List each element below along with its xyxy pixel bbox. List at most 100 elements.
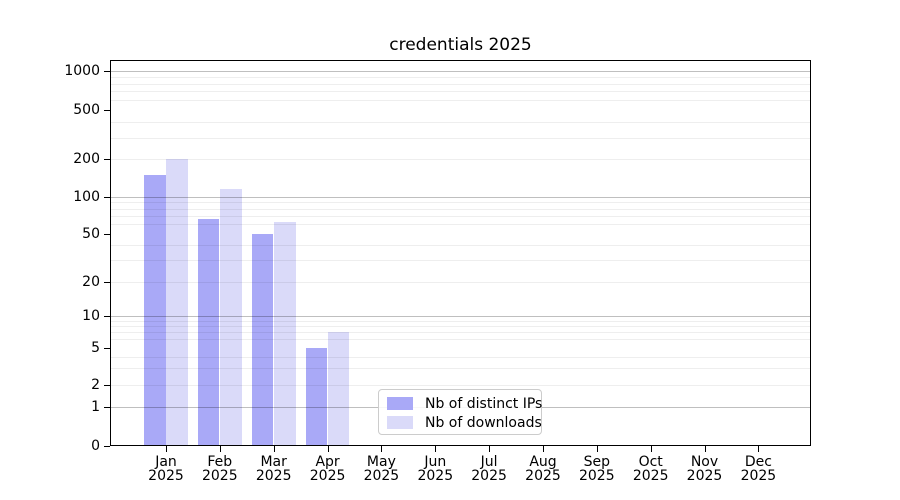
x-tick-year: 2025 [309, 468, 346, 484]
y-tick [104, 71, 110, 72]
y-gridline-minor [110, 209, 811, 210]
x-tick-month: Mar [260, 454, 287, 470]
x-tick [758, 446, 760, 452]
x-tick [489, 446, 491, 452]
x-tick-label-apr: Apr 2025 [296, 455, 360, 483]
y-tick [104, 348, 110, 349]
x-tick-year: 2025 [471, 468, 507, 484]
bar-distinct-ips-jan [144, 174, 166, 446]
x-tick [435, 446, 437, 452]
y-tick [104, 407, 110, 408]
x-tick [381, 446, 383, 452]
y-gridline-major [110, 197, 811, 198]
x-tick-month: Oct [638, 454, 663, 470]
y-gridline-minor [110, 321, 811, 322]
y-gridline-minor [110, 332, 811, 333]
x-tick [166, 446, 167, 452]
x-tick-year: 2025 [255, 468, 292, 484]
x-tick [219, 446, 221, 452]
x-tick-year: 2025 [632, 468, 669, 484]
x-tick-label-jan: Jan 2025 [134, 455, 198, 483]
y-tick [104, 282, 110, 283]
x-tick [327, 446, 329, 452]
x-tick [704, 446, 706, 452]
y-tick [104, 197, 110, 198]
y-gridline-minor [110, 245, 811, 246]
x-tick-month: Nov [690, 454, 719, 470]
legend: Nb of distinct IPs Nb of downloads [378, 389, 542, 435]
x-tick-month: Sep [583, 454, 610, 470]
y-gridline-minor [110, 357, 811, 358]
y-gridline-minor [110, 84, 811, 85]
x-tick-year: 2025 [740, 468, 777, 484]
y-gridline-minor [110, 224, 811, 225]
legend-item-distinct-ips: Nb of distinct IPs [387, 394, 543, 413]
x-tick [650, 446, 652, 452]
y-tick [104, 110, 110, 111]
bar-distinct-ips-apr [305, 347, 328, 446]
y-gridline-minor [110, 282, 811, 283]
y-tick-label: 20 [82, 274, 100, 290]
x-tick-label-oct: Oct 2025 [619, 455, 683, 483]
x-tick-year: 2025 [525, 468, 561, 484]
x-tick-month: Jun [424, 454, 447, 470]
bar-downloads-feb [220, 189, 242, 446]
y-gridline-minor [110, 100, 811, 101]
x-tick-label-feb: Feb 2025 [188, 455, 252, 483]
x-tick-label-nov: Nov 2025 [673, 455, 737, 483]
y-tick-label: 1 [91, 399, 100, 415]
y-tick-label: 10 [82, 308, 100, 324]
legend-swatch-downloads [387, 416, 413, 429]
x-tick-year: 2025 [363, 468, 400, 484]
legend-swatch-distinct-ips [387, 397, 413, 410]
x-tick-year: 2025 [417, 468, 454, 484]
x-tick-month: Jul [480, 454, 498, 470]
x-tick-year: 2025 [201, 468, 238, 484]
y-tick [104, 234, 110, 235]
bar-downloads-apr [327, 332, 350, 446]
y-tick-label: 50 [82, 226, 100, 242]
x-tick [596, 446, 598, 452]
x-tick-month: Feb [207, 454, 233, 470]
legend-label-downloads: Nb of downloads [425, 414, 542, 431]
x-tick-label-mar: Mar 2025 [242, 455, 306, 483]
y-tick [104, 316, 110, 317]
legend-item-downloads: Nb of downloads [387, 413, 542, 432]
bars-layer [110, 60, 811, 446]
y-gridline-minor [110, 159, 811, 160]
legend-label-distinct-ips: Nb of distinct IPs [425, 395, 543, 412]
x-tick-label-aug: Aug 2025 [511, 455, 575, 483]
y-gridline-minor [110, 216, 811, 217]
x-tick [543, 446, 544, 452]
y-gridline-major [110, 71, 811, 72]
x-tick-year: 2025 [148, 468, 184, 484]
grid-layer [110, 60, 811, 446]
x-tick-label-may: May 2025 [349, 455, 413, 483]
y-tick [104, 159, 110, 160]
x-tick-month: May [366, 454, 396, 470]
x-tick-month: Aug [529, 454, 557, 470]
bar-downloads-mar [274, 222, 296, 446]
y-tick-label: 100 [73, 189, 100, 205]
chart-title: credentials 2025 [389, 35, 532, 55]
y-gridline-minor [110, 260, 811, 261]
y-tick-label: 500 [73, 102, 100, 118]
x-tick-month: Apr [315, 454, 340, 470]
bar-distinct-ips-feb [197, 218, 220, 446]
y-gridline-minor [110, 385, 811, 386]
x-tick-year: 2025 [686, 468, 723, 484]
y-gridline-minor [110, 326, 811, 327]
y-gridline-major [110, 316, 811, 317]
x-tick [273, 446, 275, 452]
x-tick-year: 2025 [578, 468, 615, 484]
x-tick-month: Dec [744, 454, 772, 470]
y-gridline-minor [110, 122, 811, 123]
bar-downloads-jan [166, 159, 188, 446]
y-gridline-minor [110, 138, 811, 139]
y-tick-label: 0 [91, 438, 100, 454]
x-tick-label-sep: Sep 2025 [565, 455, 629, 483]
y-tick-label: 2 [91, 377, 100, 393]
x-tick-label-jul: Jul 2025 [457, 455, 521, 483]
x-tick-month: Jan [155, 454, 177, 470]
